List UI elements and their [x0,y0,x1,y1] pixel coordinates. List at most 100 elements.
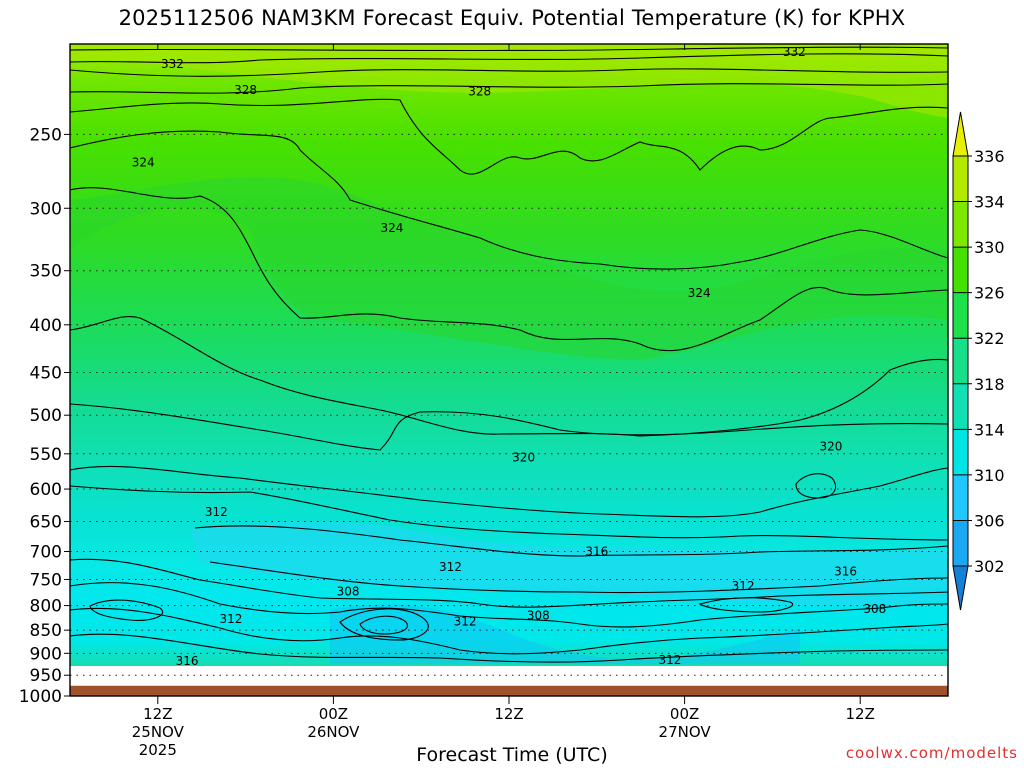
contour-line [70,68,948,77]
contour-line [795,473,836,499]
contour-line [70,633,948,663]
contour-line [194,525,948,557]
colorbar-tick-label: 310 [974,466,1005,485]
y-tick-label: 300 [30,199,62,219]
y-tick-label: 900 [30,644,62,664]
contour-label: 312 [205,505,228,519]
x-tick-label: 12Z [846,705,875,723]
colorbar-tick-label: 306 [974,511,1005,530]
mid-green-region [70,177,948,360]
contour-label: 316 [176,654,199,668]
credit-link[interactable]: coolwx.com/modelts [845,744,1018,762]
x-tick-label: 00Z [670,705,699,723]
contour-label: 312 [439,560,462,574]
colorbar-segment [953,474,968,521]
contour-label: 328 [468,85,491,99]
y-tick-label: 850 [30,621,62,641]
colorbar-segment [953,156,968,202]
colorbar-tick-label: 322 [974,329,1005,348]
y-tick-label: 400 [30,316,62,336]
x-tick-label: 26NOV [307,723,360,741]
contour-line [70,558,948,608]
contour-label: 324 [688,286,711,300]
contour-label: 324 [132,156,155,170]
contour-label: 312 [220,612,243,626]
contour-line [698,597,793,613]
colorbar-top-arrow [952,111,969,157]
colorbar: 336 334 330 326 322 318 314 310 306 302 [952,111,1005,611]
y-tick-label: 650 [30,512,62,532]
x-tick-label: 27NOV [659,723,712,741]
contour-line [209,561,948,594]
x-tick-label: 12Z [143,705,172,723]
colorbar-tick-label: 302 [974,557,1005,576]
contour-line [70,83,948,94]
chart-title: 2025112506 NAM3KM Forecast Equiv. Potent… [118,6,906,30]
contour-line [339,608,429,641]
contour-label: 312 [454,614,477,628]
contour-line [70,46,948,52]
y-tick-label: 600 [30,480,62,500]
colorbar-tick-label: 334 [974,193,1005,212]
contour-line [70,316,948,437]
contour-line [70,187,948,352]
colorbar-tick-label: 330 [974,238,1005,257]
colorbar-segment [953,338,968,384]
contour-lines [70,46,948,663]
x-tick-label: 25NOV [132,723,185,741]
colorbar-segment [953,429,968,475]
contour-label: 316 [834,564,857,578]
colorbar-tick-label: 314 [974,420,1005,439]
contour-label: 324 [380,221,403,235]
plot-area: 332 332 328 328 324 324 324 320 320 312 312 316 316 3… [69,43,949,697]
x-tick-label: 2025 [139,741,177,759]
contour-label: 332 [783,45,806,59]
colorbar-segment [953,383,968,430]
y-tick-label: 250 [30,125,62,145]
contour-line [359,615,408,635]
colorbar-tick-label: 336 [974,147,1005,166]
contour-line [70,465,948,518]
contour-label: 312 [498,666,521,680]
colorbar-segment [953,201,968,248]
y-tick-label: 350 [30,262,62,282]
colorbar-segment [953,292,968,339]
y-tick-label: 550 [30,445,62,465]
contour-label: 332 [161,57,184,71]
contour-label: 308 [527,609,550,623]
colorbar-segment [953,247,968,293]
colorbar-tick-label: 326 [974,284,1005,303]
contour-line [70,53,948,64]
y-tick-label: 750 [30,570,62,590]
contour-label: 312 [732,579,755,593]
y-tick-label: 700 [30,543,62,563]
colorbar-segment [953,520,968,566]
contour-label: 308 [863,602,886,616]
coldest-pockets [330,604,800,664]
contour-line [70,485,948,541]
pressure-axis: 250 300 350 400 450 500 550 600 650 700 750 800 850 9… [19,125,70,707]
y-tick-label: 500 [30,406,62,426]
contour-line [89,599,163,621]
contour-label: 308 [337,585,360,599]
contour-label: 312 [659,653,682,667]
x-tick-label: 00Z [319,705,348,723]
contour-line [70,98,948,175]
colorbar-tick-label: 318 [974,375,1005,394]
colorbar-bottom-arrow [952,565,969,611]
x-axis-label: Forecast Time (UTC) [416,744,608,766]
contour-line [70,582,948,628]
contour-label: 320 [819,439,842,453]
contour-line [70,403,948,451]
y-tick-label: 1000 [19,687,62,707]
y-tick-label: 800 [30,597,62,617]
x-tick-label: 12Z [494,705,523,723]
y-tick-label: 450 [30,364,62,384]
contour-label-bg [496,666,523,679]
ground-surface [70,685,948,696]
contour-label: 328 [234,83,257,97]
y-tick-label: 950 [30,666,62,686]
contour-label: 320 [512,450,535,464]
